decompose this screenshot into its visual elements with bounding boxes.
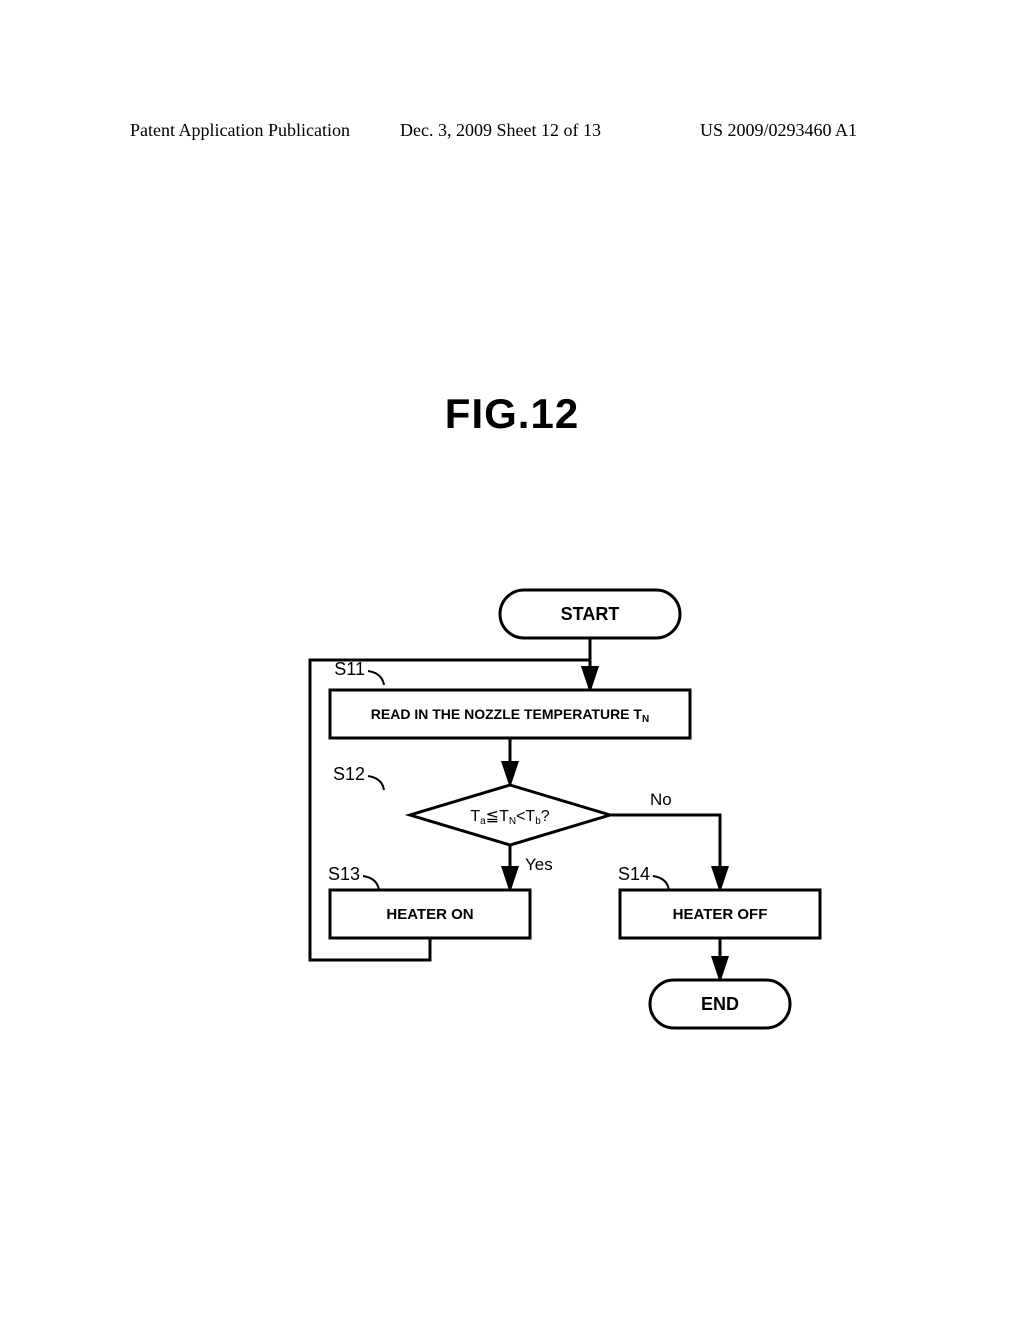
svg-text:START: START xyxy=(561,604,620,624)
svg-text:HEATER ON: HEATER ON xyxy=(386,906,473,923)
svg-text:No: No xyxy=(650,790,672,809)
svg-text:HEATER OFF: HEATER OFF xyxy=(673,906,768,923)
svg-text:S13: S13 xyxy=(328,864,360,884)
header-date-sheet: Dec. 3, 2009 Sheet 12 of 13 xyxy=(400,120,601,141)
svg-text:S14: S14 xyxy=(618,864,650,884)
svg-text:S12: S12 xyxy=(333,764,365,784)
svg-text:S11: S11 xyxy=(334,659,365,679)
figure-title: FIG.12 xyxy=(0,390,1024,438)
svg-text:END: END xyxy=(701,994,739,1014)
header-patent-number: US 2009/0293460 A1 xyxy=(700,120,857,141)
header-publication: Patent Application Publication xyxy=(130,120,350,141)
flowchart-diagram: STARTREAD IN THE NOZZLE TEMPERATURE TNTa… xyxy=(150,560,880,980)
svg-text:Yes: Yes xyxy=(525,855,553,874)
